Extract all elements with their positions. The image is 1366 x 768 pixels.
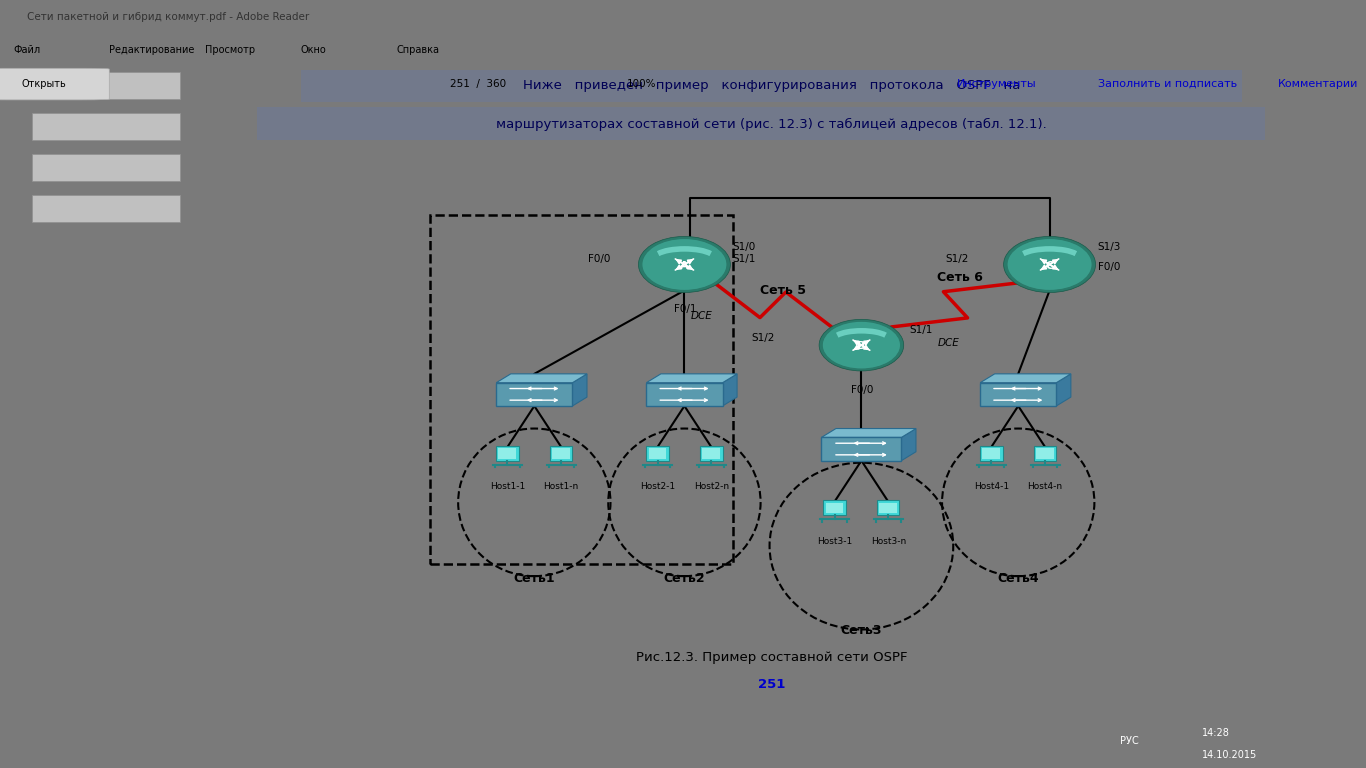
Polygon shape	[646, 374, 738, 382]
Bar	[31, 113, 180, 140]
Polygon shape	[572, 374, 587, 406]
Circle shape	[638, 237, 731, 293]
Text: C: C	[1045, 261, 1053, 271]
Text: Рис.12.3. Пример составной сети OSPF: Рис.12.3. Пример составной сети OSPF	[637, 651, 907, 664]
Text: 251: 251	[758, 678, 785, 691]
Text: 14.10.2015: 14.10.2015	[1202, 750, 1257, 760]
Text: Файл: Файл	[14, 45, 41, 55]
Bar	[646, 445, 669, 461]
Text: 251  /  360: 251 / 360	[449, 79, 507, 89]
Polygon shape	[981, 374, 1071, 382]
Text: Host2-1: Host2-1	[641, 482, 675, 492]
Text: Host3-n: Host3-n	[870, 537, 906, 546]
Text: Инструменты: Инструменты	[958, 79, 1037, 89]
Text: S1/1: S1/1	[732, 254, 755, 264]
Text: Сеть 5: Сеть 5	[759, 284, 806, 297]
Text: 14:28: 14:28	[1202, 728, 1229, 738]
Polygon shape	[821, 429, 917, 438]
Text: F0/0: F0/0	[851, 385, 873, 395]
Text: Host1-1: Host1-1	[490, 482, 525, 492]
Bar	[552, 449, 570, 458]
Text: 100%: 100%	[627, 79, 657, 89]
Bar	[649, 449, 667, 458]
Polygon shape	[496, 374, 587, 382]
Text: Окно: Окно	[301, 45, 326, 55]
Text: Host1-n: Host1-n	[544, 482, 579, 492]
Circle shape	[1004, 237, 1096, 293]
Circle shape	[642, 239, 727, 290]
Circle shape	[822, 321, 900, 369]
Text: Открыть: Открыть	[22, 79, 66, 89]
Text: Справка: Справка	[396, 45, 438, 55]
Text: Сеть 6: Сеть 6	[937, 271, 984, 284]
Bar	[981, 445, 1003, 461]
Text: F0/1: F0/1	[673, 304, 697, 314]
Text: Сеть3: Сеть3	[840, 624, 882, 637]
Polygon shape	[902, 429, 917, 461]
Text: Host3-1: Host3-1	[817, 537, 852, 546]
Bar	[824, 500, 846, 515]
Text: Просмотр: Просмотр	[205, 45, 255, 55]
Text: маршрутизаторах составной сети (рис. 12.3) с таблицей адресов (табл. 12.1).: маршрутизаторах составной сети (рис. 12.…	[496, 118, 1048, 131]
Polygon shape	[1056, 374, 1071, 406]
Text: A: A	[680, 261, 688, 271]
Text: Сеть2: Сеть2	[664, 571, 705, 584]
Circle shape	[1007, 239, 1093, 290]
Text: S1/0: S1/0	[732, 242, 755, 252]
Bar	[550, 445, 572, 461]
Text: Комментарии: Комментарии	[1279, 79, 1358, 89]
Bar	[825, 503, 843, 513]
Bar	[701, 445, 723, 461]
Bar	[877, 500, 899, 515]
Text: Сети пакетной и гибрид коммут.pdf - Adobe Reader: Сети пакетной и гибрид коммут.pdf - Adob…	[27, 12, 310, 22]
Text: Host4-1: Host4-1	[974, 482, 1009, 492]
Text: РУС: РУС	[1120, 736, 1139, 746]
Text: S1/2: S1/2	[751, 333, 775, 343]
Text: S1/1: S1/1	[910, 326, 933, 336]
Bar	[496, 445, 519, 461]
Text: Сеть4: Сеть4	[997, 571, 1040, 584]
Text: DCE: DCE	[691, 311, 713, 321]
Text: Host2-n: Host2-n	[694, 482, 729, 492]
Text: Host4-n: Host4-n	[1027, 482, 1063, 492]
Bar	[430, 215, 732, 564]
Bar	[646, 382, 723, 406]
Polygon shape	[723, 374, 738, 406]
Text: B: B	[858, 341, 866, 351]
Bar	[702, 449, 720, 458]
Bar	[31, 195, 180, 222]
Bar	[821, 438, 902, 461]
Bar	[1034, 445, 1056, 461]
FancyBboxPatch shape	[0, 68, 109, 100]
Bar	[31, 71, 180, 99]
Bar	[257, 108, 1265, 140]
Bar	[302, 70, 1242, 102]
Text: DCE: DCE	[937, 339, 959, 349]
Bar	[496, 382, 572, 406]
Text: Ниже   приведен   пример   конфигурирования   протокола   OSPF   на: Ниже приведен пример конфигурирования пр…	[523, 79, 1020, 92]
Text: F0/0: F0/0	[1098, 262, 1120, 272]
Text: Сеть1: Сеть1	[514, 571, 555, 584]
Text: S1/3: S1/3	[1098, 242, 1121, 252]
Bar	[982, 449, 1000, 458]
Bar	[31, 154, 180, 181]
Bar	[880, 503, 897, 513]
Text: Редактирование: Редактирование	[109, 45, 195, 55]
Bar	[499, 449, 516, 458]
Text: S1/2: S1/2	[945, 254, 968, 264]
Bar	[981, 382, 1056, 406]
Circle shape	[820, 319, 904, 371]
Bar	[1037, 449, 1055, 458]
Text: Заполнить и подписать: Заполнить и подписать	[1098, 79, 1238, 89]
Text: F0/0: F0/0	[589, 254, 611, 264]
